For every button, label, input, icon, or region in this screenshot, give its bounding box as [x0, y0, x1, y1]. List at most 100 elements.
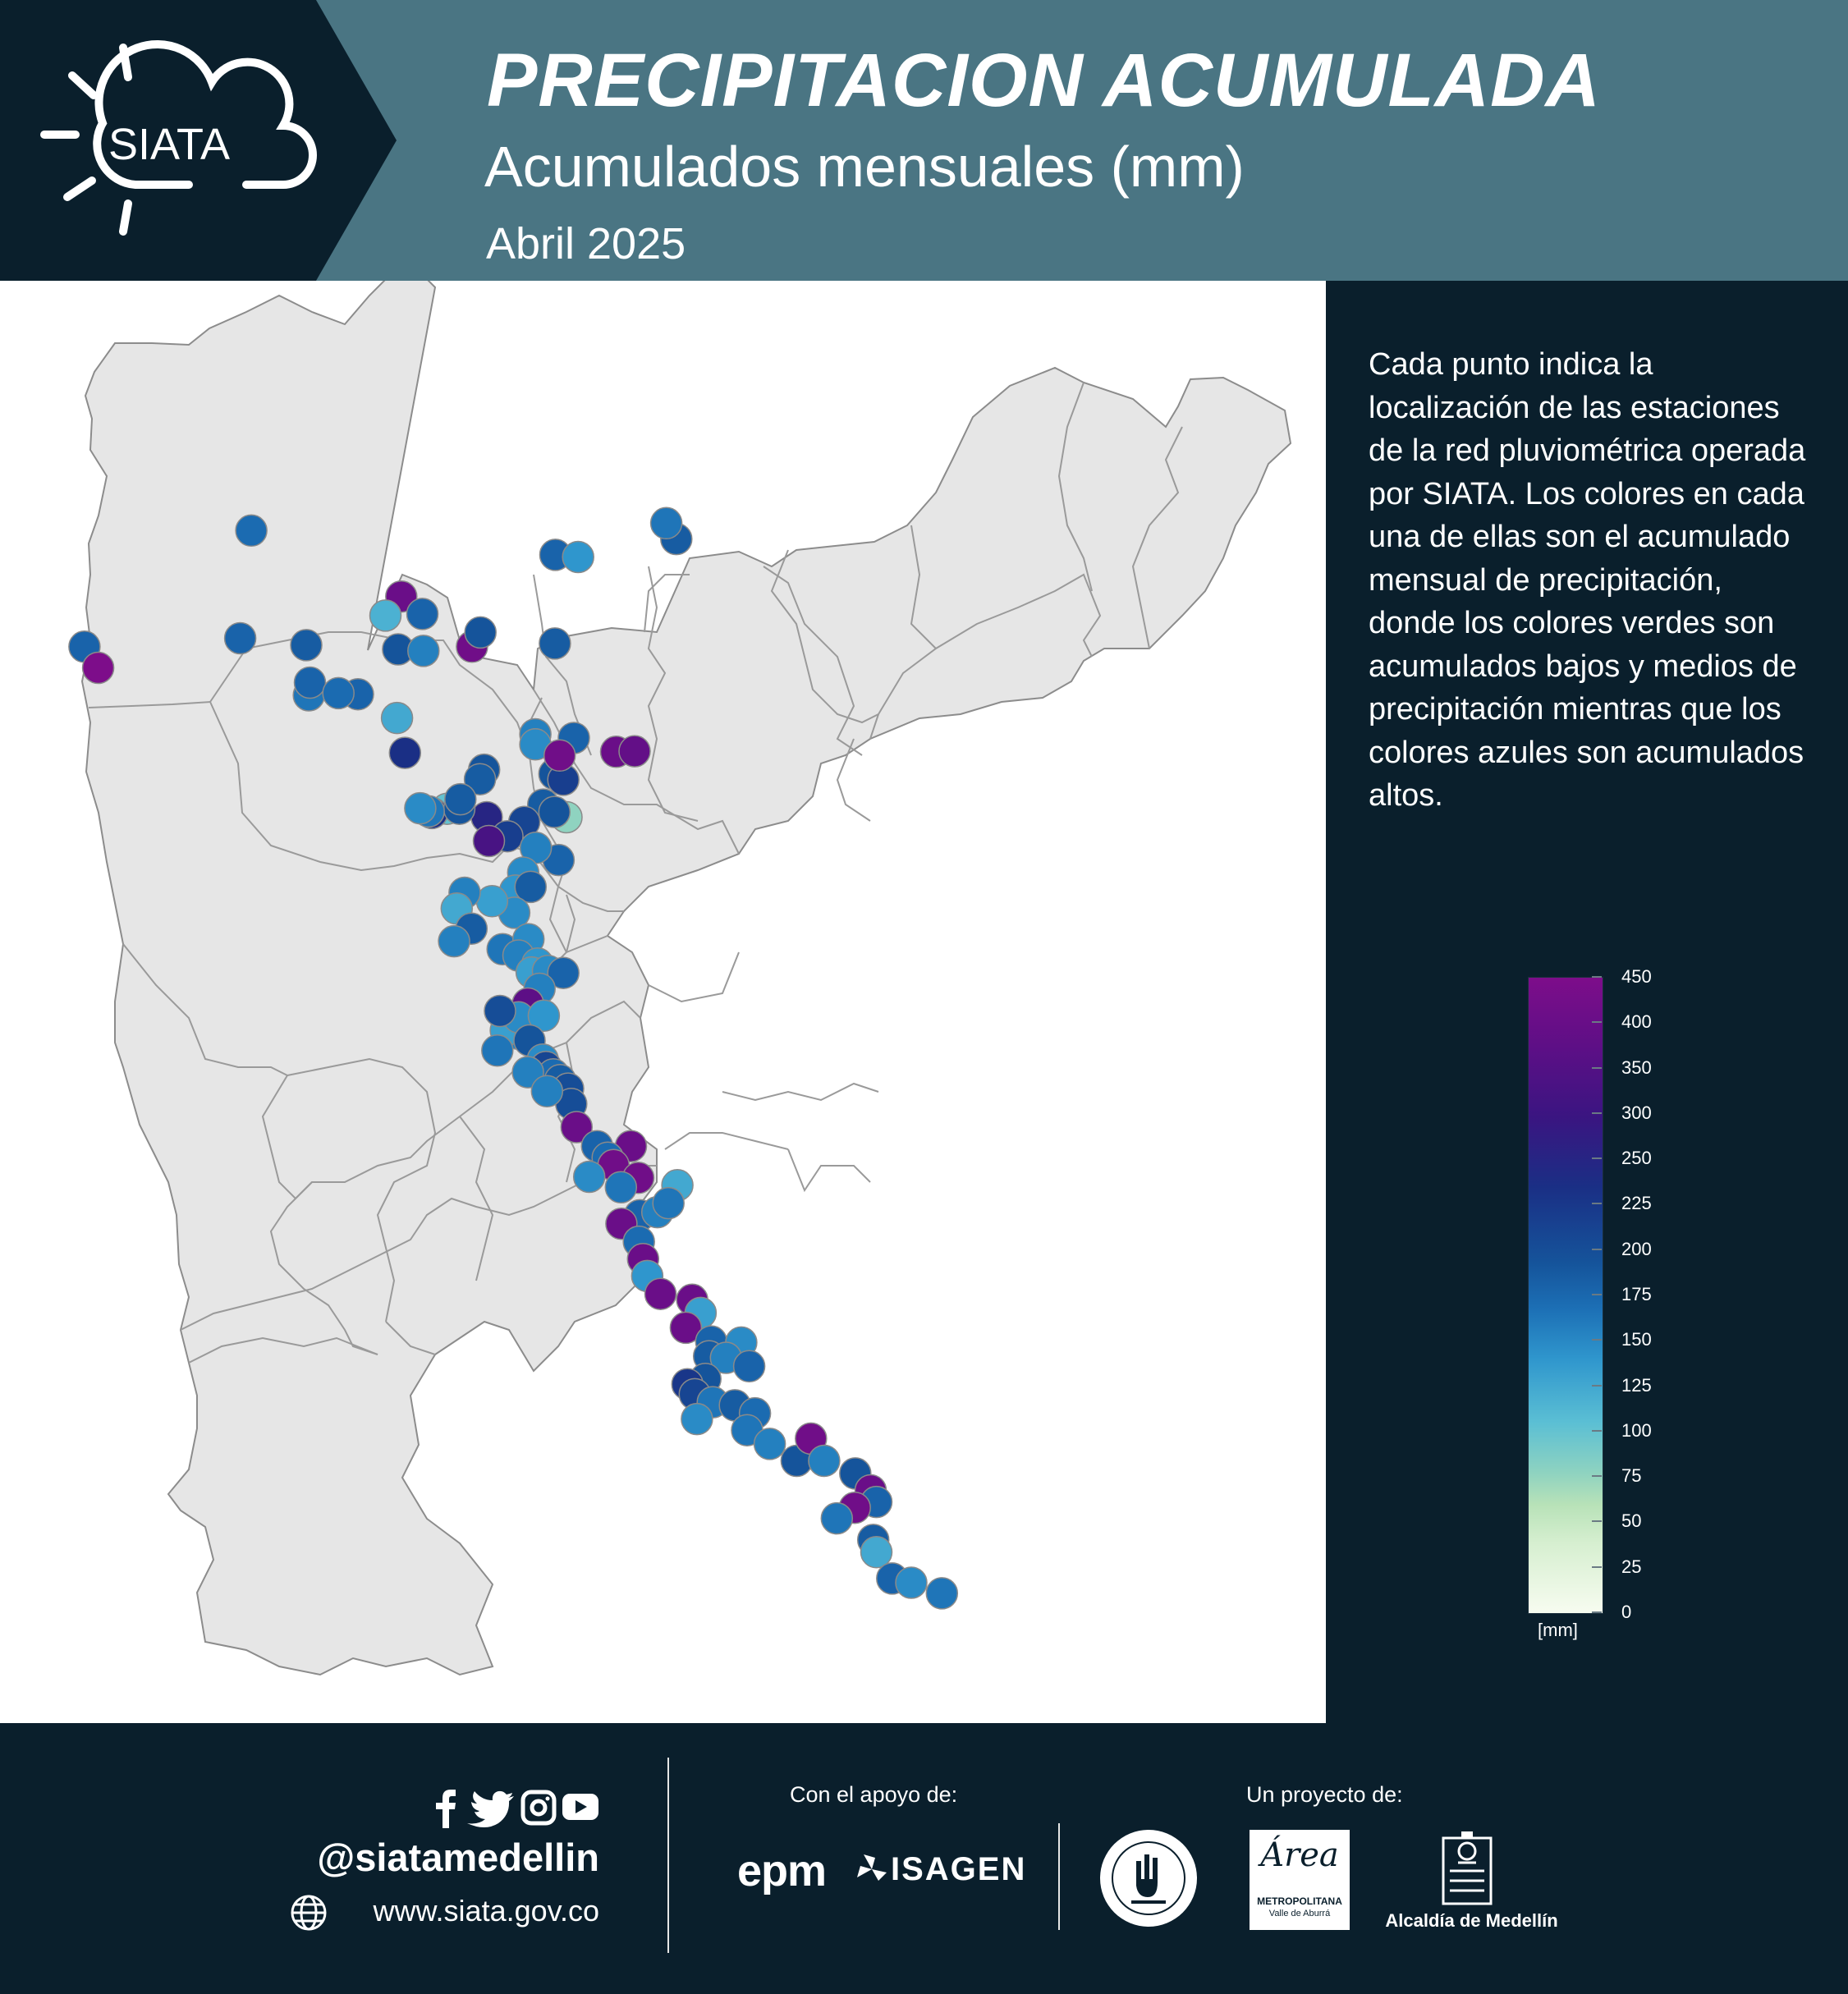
colorbar-tick-mark — [1592, 1475, 1602, 1478]
station-marker[interactable] — [753, 1428, 786, 1460]
colorbar-tick-label: 100 — [1621, 1419, 1652, 1441]
colorbar-tick-label: 25 — [1621, 1556, 1642, 1577]
station-marker[interactable] — [472, 824, 506, 858]
station-marker[interactable] — [543, 739, 576, 772]
colorbar — [1528, 977, 1603, 1614]
station-marker[interactable] — [538, 795, 571, 828]
station-marker[interactable] — [618, 735, 651, 768]
station-marker[interactable] — [444, 782, 477, 816]
station-marker[interactable] — [380, 701, 414, 735]
youtube-icon[interactable] — [562, 1794, 598, 1820]
station-marker[interactable] — [895, 1566, 928, 1599]
divider — [1058, 1823, 1060, 1930]
station-marker[interactable] — [235, 514, 268, 548]
colorbar-tick-label: 300 — [1621, 1102, 1652, 1123]
isagen-mark-icon — [857, 1854, 887, 1881]
station-marker[interactable] — [860, 1535, 893, 1569]
colorbar-tick-label: 225 — [1621, 1193, 1652, 1214]
station-marker[interactable] — [560, 1111, 594, 1144]
station-marker[interactable] — [404, 791, 437, 825]
colorbar-tick-label: 200 — [1621, 1238, 1652, 1259]
station-marker[interactable] — [604, 1171, 638, 1204]
station-marker[interactable] — [539, 627, 571, 660]
colorbar-tick-mark — [1592, 1339, 1602, 1341]
station-marker[interactable] — [464, 616, 497, 649]
colorbar-tick-mark — [1592, 1157, 1602, 1160]
station-marker[interactable] — [547, 956, 580, 989]
station-marker[interactable] — [484, 994, 516, 1028]
colorbar-tick-mark — [1592, 1611, 1602, 1613]
station-marker[interactable] — [81, 651, 115, 685]
station-marker[interactable] — [438, 924, 470, 958]
station-marker[interactable] — [463, 763, 497, 795]
station-marker[interactable] — [808, 1444, 841, 1478]
station-marker[interactable] — [925, 1577, 959, 1610]
colorbar-tick-mark — [1592, 976, 1602, 978]
station-marker[interactable] — [322, 676, 355, 710]
station-marker[interactable] — [293, 666, 327, 699]
region-outline — [80, 281, 1292, 1676]
colorbar-tick-label: 150 — [1621, 1329, 1652, 1350]
colorbar-unit: [mm] — [1538, 1620, 1578, 1640]
colorbar-tick-mark — [1592, 1429, 1602, 1432]
colorbar-tick-mark — [1592, 1565, 1602, 1568]
social-icons — [431, 1787, 599, 1828]
colorbar-tick-mark — [1592, 1520, 1602, 1523]
medellin-crest-icon — [1442, 1831, 1493, 1905]
station-marker[interactable] — [388, 736, 422, 769]
station-marker[interactable] — [406, 598, 439, 630]
colorbar-tick-mark — [1592, 1248, 1602, 1250]
alcaldia-label: Alcaldía de Medellín — [1385, 1910, 1558, 1931]
station-marker[interactable] — [407, 635, 440, 667]
colorbar-tick-label: 250 — [1621, 1148, 1652, 1169]
colorbar-tick-label: 0 — [1621, 1602, 1632, 1622]
twitter-icon[interactable] — [467, 1790, 514, 1827]
facebook-icon[interactable] — [436, 1790, 456, 1828]
divider — [667, 1758, 669, 1953]
station-marker[interactable] — [820, 1501, 854, 1535]
station-marker[interactable] — [527, 999, 561, 1033]
support-label: Con el apoyo de: — [790, 1782, 958, 1807]
map-area — [0, 281, 1326, 1723]
station-markers — [68, 507, 959, 1610]
siata-logo-text: SIATA — [108, 120, 230, 169]
map-description: Cada punto indica la localización de las… — [1369, 347, 1806, 813]
station-marker[interactable] — [732, 1350, 766, 1383]
colorbar-tick-mark — [1592, 1203, 1602, 1205]
project-label: Un proyecto de: — [1246, 1782, 1403, 1807]
station-marker[interactable] — [572, 1160, 606, 1194]
instagram-icon[interactable] — [520, 1790, 557, 1826]
footer: @siatamedellin www.siata.gov.co Con el a… — [0, 1723, 1848, 1994]
station-marker[interactable] — [290, 629, 323, 662]
station-marker[interactable] — [649, 507, 683, 540]
station-marker[interactable] — [562, 540, 594, 574]
station-marker[interactable] — [669, 1311, 703, 1345]
station-marker[interactable] — [481, 1034, 514, 1067]
website-link[interactable]: www.siata.gov.co — [373, 1894, 599, 1928]
isagen-logo: ISAGEN — [891, 1851, 1027, 1887]
station-marker[interactable] — [223, 621, 257, 655]
colorbar-tick-label: 350 — [1621, 1057, 1652, 1078]
colorbar-tick-mark — [1592, 1384, 1602, 1387]
station-marker[interactable] — [681, 1402, 713, 1436]
page-subtitle: Acumulados mensuales (mm) — [484, 135, 1245, 199]
period-label: Abril 2025 — [486, 219, 686, 268]
station-marker[interactable] — [369, 599, 402, 632]
social-handle[interactable]: @siatamedellin — [317, 1836, 599, 1879]
colorbar-tick-mark — [1592, 1066, 1602, 1069]
colorbar-tick-label: 450 — [1621, 966, 1652, 987]
logo-block: SIATA — [0, 0, 402, 281]
station-marker[interactable] — [475, 885, 509, 918]
colorbar-tick-label: 400 — [1621, 1011, 1652, 1033]
legend-panel: Cada punto indica la localización de las… — [1326, 281, 1848, 1723]
colorbar-tick-label: 125 — [1621, 1374, 1652, 1396]
station-marker[interactable] — [644, 1277, 677, 1310]
globe-icon — [291, 1895, 327, 1931]
station-marker[interactable] — [652, 1186, 685, 1220]
area-seal-icon — [1100, 1830, 1197, 1927]
precipitation-map — [68, 281, 1292, 1676]
colorbar-tick-mark — [1592, 1294, 1602, 1295]
station-marker[interactable] — [530, 1075, 564, 1108]
station-marker[interactable] — [514, 870, 548, 904]
